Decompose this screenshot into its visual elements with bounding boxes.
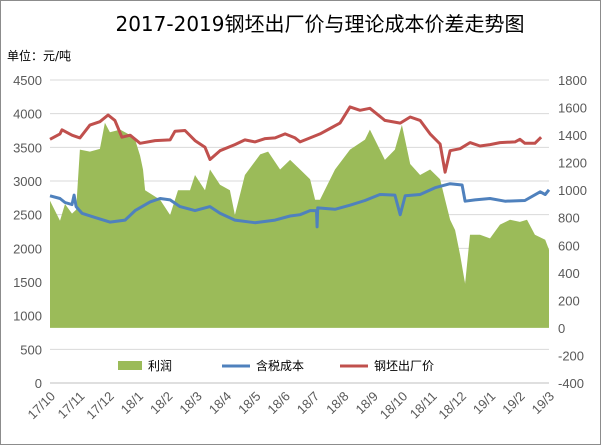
x-axis-tick-label: 19/2 xyxy=(499,389,528,418)
unit-label: 单位：元/吨 xyxy=(7,48,71,63)
left-axis-tick-label: 4000 xyxy=(13,107,42,122)
chart-title: 2017-2019钢坯出厂价与理论成本价差走势图 xyxy=(115,12,524,36)
x-axis-tick-label: 18/5 xyxy=(235,389,264,418)
right-axis-tick-label: 1800 xyxy=(558,73,587,88)
left-axis-tick-label: 2500 xyxy=(13,208,42,223)
right-axis-tick-label: 1000 xyxy=(558,183,587,198)
right-axis-tick-label: 200 xyxy=(558,293,580,308)
price-line xyxy=(49,105,543,174)
left-axis-tick-label: 2000 xyxy=(13,241,42,256)
left-axis-tick-label: 3500 xyxy=(13,140,42,155)
legend-label: 含税成本 xyxy=(256,358,304,373)
x-axis-tick-label: 18/2 xyxy=(147,389,176,418)
x-axis-tick-label: 18/6 xyxy=(264,389,293,418)
x-axis-tick-label: 17/11 xyxy=(55,389,88,422)
x-axis-tick-label: 18/11 xyxy=(407,389,440,422)
left-axis-tick-label: 1000 xyxy=(13,309,42,324)
legend-label: 钢坯出厂价 xyxy=(374,359,434,373)
x-axis-tick-label: 18/7 xyxy=(294,389,323,418)
right-axis-tick-label: -400 xyxy=(558,376,584,391)
right-axis-tick-label: 800 xyxy=(558,211,580,226)
left-axis-tick-label: 1500 xyxy=(13,275,42,290)
right-axis-tick-label: 1600 xyxy=(558,101,587,116)
right-axis-tick-label: -200 xyxy=(558,348,584,363)
x-axis-tick-label: 17/12 xyxy=(83,389,117,423)
right-axis-tick-label: 600 xyxy=(558,238,580,253)
right-axis-tick-label: 1400 xyxy=(558,128,587,143)
x-axis-tick-label: 18/4 xyxy=(206,389,235,418)
right-axis-tick-label: 1200 xyxy=(558,156,587,171)
x-axis-tick-label: 18/3 xyxy=(176,389,205,418)
legend-label: 利润 xyxy=(148,359,172,373)
left-axis-tick-label: 0 xyxy=(35,376,42,391)
cost-line xyxy=(49,182,551,229)
left-axis-tick-label: 500 xyxy=(20,342,42,357)
profit-area xyxy=(50,122,549,328)
legend-swatch-profit xyxy=(118,361,142,370)
x-axis-tick-label: 17/10 xyxy=(25,389,59,423)
left-axis-tick-label: 3000 xyxy=(13,174,42,189)
x-axis-tick-label: 18/8 xyxy=(323,389,352,418)
left-axis-tick-label: 4500 xyxy=(13,73,42,88)
right-axis-tick-label: 400 xyxy=(558,266,580,281)
x-axis-tick-label: 18/10 xyxy=(377,389,411,423)
x-axis-tick-label: 18/12 xyxy=(435,389,469,423)
right-axis-tick-label: 0 xyxy=(558,321,565,336)
x-axis-tick-label: 19/1 xyxy=(470,389,499,418)
x-axis-tick-label: 18/1 xyxy=(118,389,147,418)
x-axis-tick-label: 19/3 xyxy=(529,389,558,418)
